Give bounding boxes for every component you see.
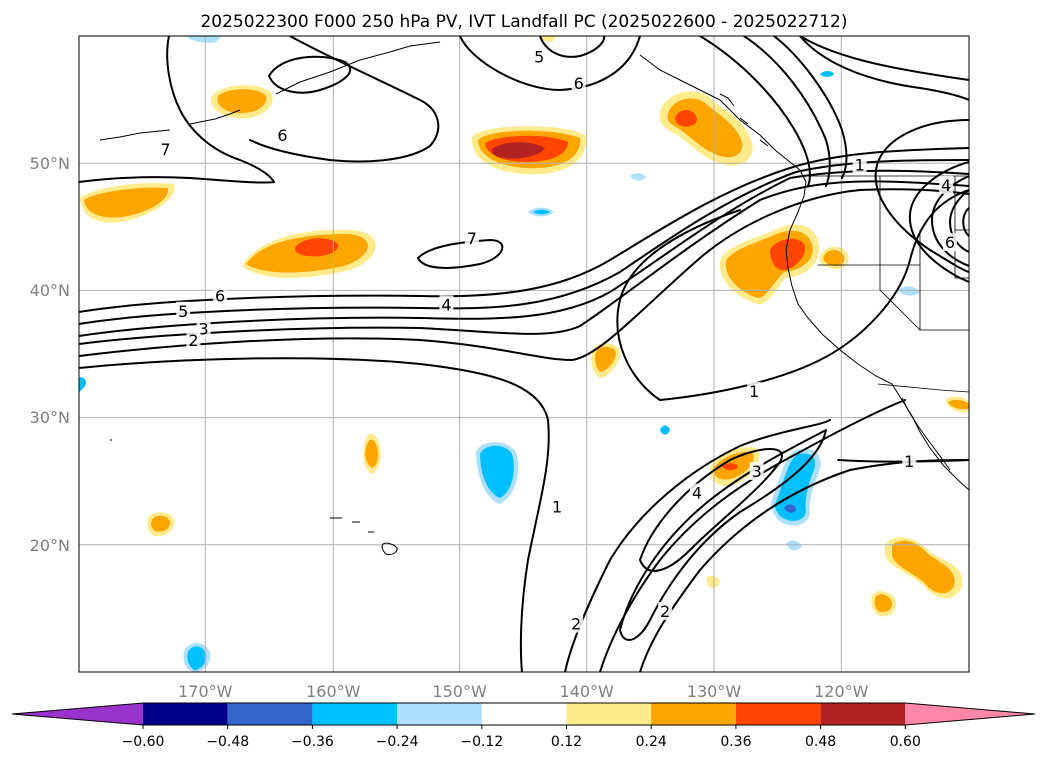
ivt-region-south xyxy=(540,36,969,617)
pv-contour-label: 4 xyxy=(692,484,702,503)
pv-contour-label: 6 xyxy=(277,126,287,145)
colorbar-segment-3 xyxy=(312,703,398,725)
pv-contour-label: 7 xyxy=(160,140,170,159)
lat-label-50n: 50°N xyxy=(30,154,70,173)
colorbar-segment-5 xyxy=(481,703,567,725)
colorbar: −0.60 −0.48 −0.36 −0.24 −0.12 0.12 0.24 … xyxy=(11,702,1036,750)
pv-contour-label-bg xyxy=(658,601,673,620)
pv-contour-label-bg xyxy=(747,381,762,400)
pv-contour-label-bg xyxy=(902,451,917,470)
latitude-labels: 50°N 40°N 30°N 20°N xyxy=(30,154,70,555)
colorbar-segment-8 xyxy=(735,703,821,725)
lon-label-130w: 130°W xyxy=(687,682,742,701)
pv-contour-label-bg xyxy=(213,286,228,305)
pv-contour-label-bg xyxy=(439,295,454,314)
pv-contour-label: 2 xyxy=(660,602,670,621)
colorbar-label-7: 0.24 xyxy=(636,734,667,750)
ivt-region-aleutian-south xyxy=(211,85,273,119)
pv-contour-label: 6 xyxy=(574,74,584,93)
colorbar-label-8: 0.36 xyxy=(720,734,751,750)
pv-contour-label: 1 xyxy=(749,382,759,401)
lon-label-140w: 140°W xyxy=(560,682,615,701)
lat-label-20n: 20°N xyxy=(30,536,70,555)
colorbar-label-1: −0.60 xyxy=(122,734,165,750)
pv-contour-label: 6 xyxy=(945,233,955,252)
pv-contour-label: 4 xyxy=(441,295,451,314)
pv-contour-label-bg xyxy=(176,301,191,320)
lon-label-170w: 170°W xyxy=(178,682,233,701)
colorbar-segment-4 xyxy=(397,703,482,725)
ivt-shading xyxy=(79,36,969,672)
colorbar-label-6: 0.12 xyxy=(551,734,582,750)
pv-contour-label: 1 xyxy=(855,155,865,174)
colorbar-extend-high xyxy=(905,703,1035,725)
pv-contour-label: 2 xyxy=(571,615,581,634)
colorbar-extend-low xyxy=(12,703,143,725)
ivt-region-mexico-southwest xyxy=(884,537,963,599)
pv-contour-label: 1 xyxy=(904,452,914,471)
colorbar-label-4: −0.24 xyxy=(376,734,419,750)
ivt-region-subtropical xyxy=(591,343,621,378)
pv-contour-label-bg xyxy=(275,126,290,145)
colorbar-segment-9 xyxy=(820,703,906,725)
map-frame xyxy=(78,35,970,673)
ivt-region-north-central-pacific xyxy=(471,126,587,175)
ivt-region-central-pacific xyxy=(242,229,376,278)
lon-label-120w: 120°W xyxy=(814,682,869,701)
colorbar-segment-6 xyxy=(566,703,652,725)
pv-contour-label-bg xyxy=(571,74,586,93)
ivt-small-negatives xyxy=(79,36,920,551)
longitude-labels: 170°W 160°W 150°W 140°W 130°W 120°W xyxy=(178,682,869,701)
pv-contour-label-bg xyxy=(186,331,201,350)
pv-contour-label-bg xyxy=(464,229,479,248)
ivt-region-subtropics-negative xyxy=(771,448,821,526)
pv-contour-label-bg xyxy=(852,155,867,174)
pv-contour-label: 3 xyxy=(752,462,762,481)
pv-contour-label: 6 xyxy=(215,286,225,305)
pv-contour-label: 3 xyxy=(199,320,209,339)
pv-contour-label-bg xyxy=(942,233,957,252)
ivt-region-gulf-of-alaska-coast xyxy=(659,91,753,166)
ivt-region-west-pacific xyxy=(80,182,175,223)
colorbar-label-5: −0.12 xyxy=(460,734,503,750)
colorbar-label-9: 0.48 xyxy=(805,734,836,750)
pv-contour-label-bg xyxy=(689,483,704,502)
colorbar-segment-1 xyxy=(143,703,228,725)
pv-contour-label: 5 xyxy=(534,47,544,66)
pv-contour-label: 1 xyxy=(552,498,562,517)
colorbar-label-2: −0.48 xyxy=(206,734,249,750)
ivt-region-near-hawaii-negative xyxy=(476,442,519,504)
colorbar-segment-2 xyxy=(227,703,313,725)
ivt-region-near-hawaii-north xyxy=(363,433,381,474)
pv-contour-label-bg xyxy=(532,47,547,66)
plot-title: 2025022300 F000 250 hPa PV, IVT Landfall… xyxy=(200,12,847,32)
colorbar-ticks xyxy=(142,725,906,729)
ivt-region-west-subtropics xyxy=(147,512,175,537)
lat-label-40n: 40°N xyxy=(30,281,70,300)
ivt-region-subtropics-26n xyxy=(709,447,760,487)
lon-label-150w: 150°W xyxy=(432,682,487,701)
pv-contour-label-bg xyxy=(569,614,584,633)
pv-contour-label-bg xyxy=(158,140,173,159)
lon-label-160w: 160°W xyxy=(306,682,361,701)
pv-contour-label: 4 xyxy=(941,176,951,195)
colorbar-segment-7 xyxy=(651,703,736,725)
colorbar-label-3: −0.36 xyxy=(291,734,334,750)
ivt-region-south-negative xyxy=(183,643,211,672)
pv-contour-label: 5 xyxy=(178,302,188,321)
pv-contour-label: 2 xyxy=(188,331,198,350)
colorbar-label-10: 0.60 xyxy=(890,734,921,750)
pv-contour-label-bg xyxy=(749,462,764,481)
pv-contour-label: 7 xyxy=(467,229,477,248)
pv-contour-label-bg xyxy=(550,497,565,516)
coastlines xyxy=(99,41,969,555)
lat-label-30n: 30°N xyxy=(30,408,70,427)
pv-contour-label-bg xyxy=(939,175,954,194)
